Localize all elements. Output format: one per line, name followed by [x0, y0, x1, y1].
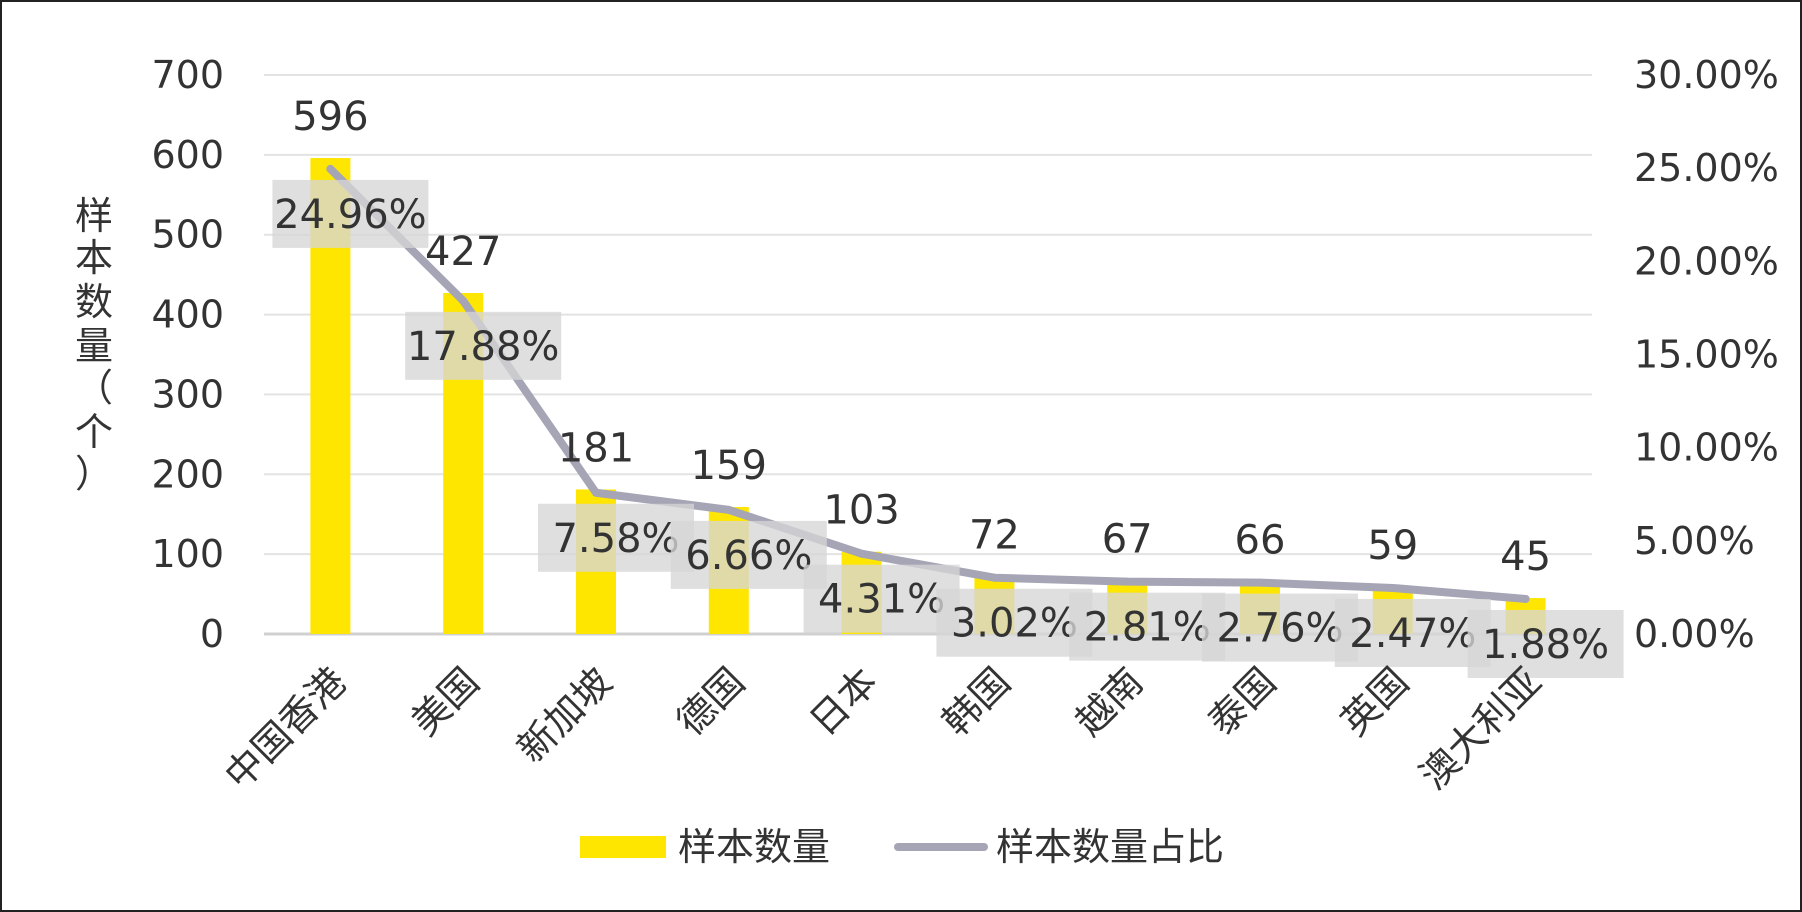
line-data-label-box — [670, 520, 827, 589]
line-point — [1256, 578, 1264, 587]
y-tick-label: 500 — [151, 213, 224, 257]
line-data-label-box — [936, 588, 1093, 657]
y-axis-label-char: 本 — [75, 236, 113, 280]
line-data-label-box — [1069, 592, 1226, 661]
line-data-label: 4.31% — [818, 577, 945, 623]
legend: 样本数量 样本数量占比 — [580, 825, 1224, 869]
y-axis-label-char: 量 — [75, 324, 113, 368]
line-data-labels: 24.96% 17.88% 7.58% 6.66%4.31%3.02% 2.81% 2.7… — [272, 179, 1624, 678]
line-point — [1123, 577, 1132, 586]
line-point — [326, 164, 335, 173]
line-point — [724, 505, 733, 514]
bar-data-label: 181 — [558, 425, 634, 471]
bar-data-label: 159 — [691, 443, 767, 489]
y-axis-left: 0 100 200 300 400 500 600 700 — [151, 53, 224, 656]
y-tick-label: 300 — [151, 372, 224, 416]
line-data-label: 3.02% — [951, 601, 1078, 647]
y-tick-label: 600 — [151, 133, 224, 177]
line-data-label: 2.76% — [1216, 606, 1343, 652]
y-axis-label-char: （ — [75, 366, 113, 410]
bar-data-label: 67 — [1102, 516, 1153, 562]
y2-tick-label: 25.00% — [1634, 146, 1779, 190]
y2-tick-label: 15.00% — [1634, 333, 1779, 377]
x-category-label: 新加坡 — [509, 659, 621, 771]
x-category-label: 日本 — [801, 659, 886, 744]
y-axis-label-char: ） — [75, 452, 113, 496]
bar-data-label: 66 — [1235, 517, 1286, 563]
series-line — [326, 164, 1530, 603]
x-category-label: 韩国 — [934, 659, 1019, 744]
y-axis-label-char: 样 — [75, 194, 113, 238]
line-data-label: 24.96% — [274, 192, 427, 238]
y-tick-label: 0 — [200, 612, 224, 656]
bar-data-label: 59 — [1367, 523, 1418, 569]
line-data-label: 17.88% — [407, 324, 560, 370]
line-data-label-box — [405, 311, 562, 380]
y2-tick-label: 10.00% — [1634, 426, 1779, 470]
line-series — [326, 164, 1530, 603]
line-data-label-box — [1202, 593, 1358, 662]
line-point — [592, 488, 600, 497]
line-point — [459, 296, 468, 305]
y2-tick-label: 5.00% — [1634, 519, 1755, 563]
line-point — [1521, 594, 1530, 603]
y2-tick-label: 30.00% — [1634, 53, 1779, 97]
x-category-label: 泰国 — [1200, 659, 1285, 744]
x-category-label: 德国 — [668, 659, 753, 744]
line-point — [857, 549, 866, 558]
x-category-label: 越南 — [1067, 659, 1152, 744]
line-data-label: 7.58% — [552, 516, 679, 562]
line-data-label: 2.47% — [1349, 611, 1476, 657]
y-tick-label: 100 — [151, 532, 224, 576]
bar-data-label: 427 — [425, 229, 501, 275]
y-axis-label-char: 数 — [75, 280, 113, 324]
bar-data-label: 103 — [823, 488, 899, 534]
line-data-label: 6.66% — [685, 533, 812, 579]
x-category-label: 美国 — [403, 659, 488, 744]
line-data-label-box — [803, 564, 960, 633]
bar-data-label: 596 — [292, 94, 368, 140]
y-axis-label-char: 个 — [75, 410, 113, 454]
line-data-label-box — [538, 503, 694, 572]
y-tick-label: 200 — [151, 452, 224, 496]
line-data-label-box — [1334, 598, 1491, 667]
legend-swatch-bar — [580, 836, 666, 858]
line-data-label: 2.81% — [1084, 605, 1211, 651]
y-axis-label: 样本数量（个） — [75, 194, 113, 496]
bar-data-label: 72 — [969, 513, 1020, 559]
bar-data-labels: 596 427 181 159 103 72 67 66 59 45 — [292, 94, 1551, 580]
y-tick-label: 400 — [151, 293, 224, 337]
legend-label-line: 样本数量占比 — [996, 825, 1224, 869]
line-point — [1388, 583, 1397, 592]
legend-label-bar: 样本数量 — [678, 825, 830, 869]
line-point — [990, 573, 999, 582]
y-axis-right: 0.00% 5.00% 10.00% 15.00% 20.00% 25.00% 30.00% — [1634, 53, 1779, 656]
line-data-label-box — [272, 179, 429, 248]
x-category-label: 中国香港 — [216, 659, 355, 798]
line-data-label-box — [1467, 609, 1624, 678]
y-tick-label: 700 — [151, 53, 224, 97]
bar-data-label: 45 — [1500, 534, 1551, 580]
x-category-label: 澳大利亚 — [1411, 659, 1550, 798]
line-data-label: 1.88% — [1482, 622, 1609, 668]
x-category-label: 英国 — [1332, 659, 1417, 744]
y2-tick-label: 0.00% — [1634, 612, 1755, 656]
y2-tick-label: 20.00% — [1634, 239, 1779, 283]
